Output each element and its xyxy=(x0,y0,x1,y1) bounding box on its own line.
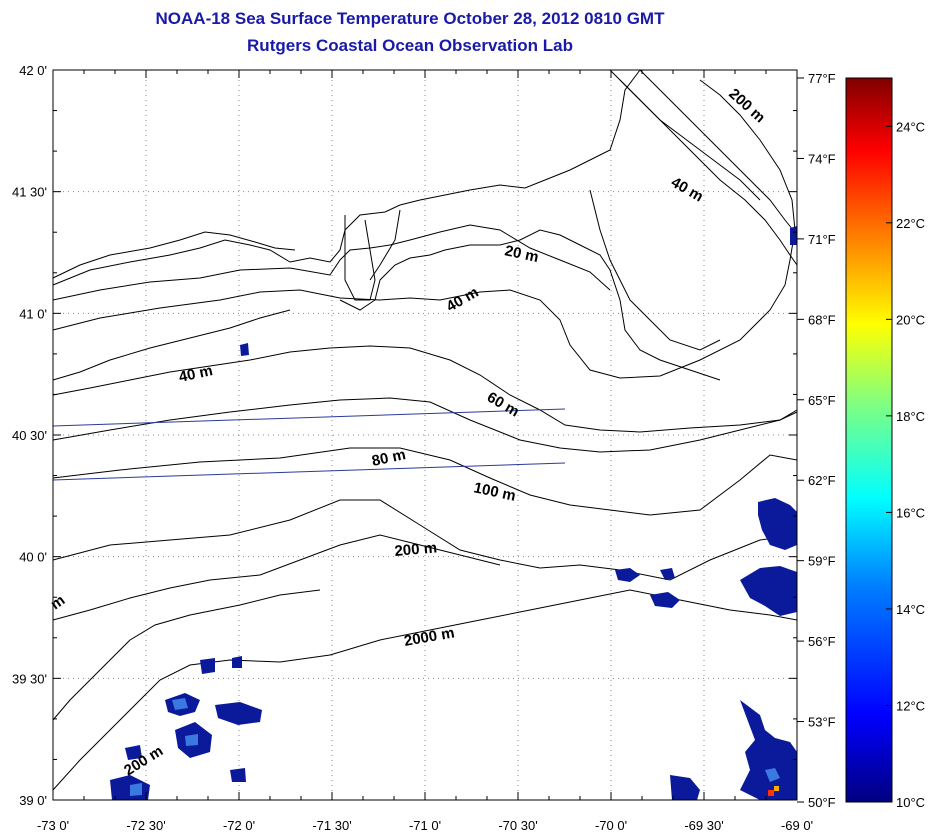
sst-patch-southwest-5 xyxy=(200,658,215,674)
sst-patch-south-1 xyxy=(670,775,700,800)
colorbar-f-label: 50°F xyxy=(808,795,836,810)
satellite-track-lines xyxy=(52,408,566,481)
coastline-islands xyxy=(339,229,721,381)
sst-patch-east-5 xyxy=(660,568,675,580)
longitude-labels: -73 0' -72 30' -72 0' -71 30' -71 0' -70 30' -… xyxy=(37,818,813,833)
sst-light-4 xyxy=(765,768,780,782)
sst-patch-north-east xyxy=(790,226,797,245)
latitude-tick-label: 39 30' xyxy=(12,671,47,686)
contour-200m-south xyxy=(52,534,501,621)
sst-patch-east-1 xyxy=(758,498,797,550)
contour-80m xyxy=(52,397,798,453)
longitude-tick-label: -71 0' xyxy=(409,818,441,833)
track-line-north xyxy=(52,408,566,427)
colorbar xyxy=(845,77,893,803)
buzzards-bay xyxy=(369,209,401,281)
colorbar-c-label: 10°C xyxy=(896,795,925,810)
sst-patch-east-2 xyxy=(740,566,797,616)
track-line-south xyxy=(52,462,566,481)
map-title: NOAA-18 Sea Surface Temperature October … xyxy=(155,9,665,28)
contour-40m-west xyxy=(52,309,291,381)
contour-label-80m: 80 m xyxy=(370,446,407,470)
contour-shelf-break xyxy=(52,589,321,721)
sst-patch-southwest-6 xyxy=(232,656,242,668)
sst-warm-pixel-1 xyxy=(768,790,774,796)
colorbar-f-label: 62°F xyxy=(808,473,836,488)
cape-cod-shelf xyxy=(589,189,721,351)
longitude-tick-label: -72 30' xyxy=(126,818,165,833)
contour-label-60m: 60 m xyxy=(484,389,522,421)
latitude-labels: 42 0' 41 30' 41 0' 40 30' 40 0' 39 30' 39 0' xyxy=(12,63,47,808)
longitude-tick-label: -70 30' xyxy=(498,818,537,833)
longitude-tick-label: -70 0' xyxy=(595,818,627,833)
sst-patch-east-4 xyxy=(650,592,680,608)
longitude-tick-label: -71 30' xyxy=(312,818,351,833)
sst-light-1 xyxy=(172,698,188,710)
contour-label-40m-west: 40 m xyxy=(177,362,214,386)
contour-label-m-west: m xyxy=(48,592,69,614)
colorbar-c-label: 20°C xyxy=(896,312,925,327)
coastline-sound xyxy=(52,231,296,279)
sst-data-patches xyxy=(110,226,797,800)
colorbar-c-label: 14°C xyxy=(896,602,925,617)
latitude-tick-label: 41 30' xyxy=(12,185,47,200)
contour-label-2000m: 2000 m xyxy=(403,624,456,650)
longitude-tick-label: -72 0' xyxy=(223,818,255,833)
contour-east-40m xyxy=(639,69,798,236)
contour-label-200m-ne: 200 m xyxy=(725,85,768,126)
sst-patch-southwest-3 xyxy=(215,702,262,725)
colorbar-f-label: 77°F xyxy=(808,71,836,86)
latitude-tick-label: 39 0' xyxy=(19,793,47,808)
colorbar-celsius-labels: 24°C 22°C 20°C 18°C 16°C 14°C 12°C 10°C xyxy=(886,119,925,810)
sst-patch-southeast xyxy=(740,700,797,800)
longitude-tick-label: -69 30' xyxy=(684,818,723,833)
sst-patch-southwest-8 xyxy=(230,768,246,782)
sst-data-warm xyxy=(768,786,779,796)
contour-label-group: 200 m 40 m 20 m 40 m 40 m 60 m 80 m 100 … xyxy=(48,85,769,779)
colorbar-c-label: 12°C xyxy=(896,698,925,713)
map-grid xyxy=(53,70,797,800)
bathymetry-contours xyxy=(52,69,798,791)
sst-light-3 xyxy=(130,783,142,796)
sst-light-2 xyxy=(185,734,198,746)
contour-east-inner xyxy=(619,79,761,201)
latitude-tick-label: 42 0' xyxy=(19,63,47,78)
sst-data-light xyxy=(130,698,780,796)
map-ticks xyxy=(52,69,798,801)
contour-40m-north xyxy=(52,79,796,379)
longitude-tick-label: -69 0' xyxy=(781,818,813,833)
narragansett-bay xyxy=(344,215,376,301)
contour-label-200m-center: 200 m xyxy=(394,539,438,560)
sst-warm-pixel-2 xyxy=(774,786,779,791)
latitude-tick-label: 40 30' xyxy=(12,428,47,443)
colorbar-c-label: 22°C xyxy=(896,216,925,231)
contour-200m xyxy=(52,499,798,581)
coastline-long-island xyxy=(52,69,641,286)
contour-60m xyxy=(52,345,798,433)
latitude-tick-label: 41 0' xyxy=(19,306,47,321)
contour-label-40m-center: 40 m xyxy=(444,284,482,316)
colorbar-c-label: 16°C xyxy=(896,505,925,520)
colorbar-f-label: 59°F xyxy=(808,554,836,569)
map-subtitle: Rutgers Coastal Ocean Observation Lab xyxy=(247,36,573,55)
longitude-tick-label: -73 0' xyxy=(37,818,69,833)
colorbar-f-label: 74°F xyxy=(808,151,836,166)
contour-100m xyxy=(52,447,798,516)
latitude-tick-label: 40 0' xyxy=(19,550,47,565)
colorbar-f-label: 68°F xyxy=(808,312,836,327)
sst-patch-northwest xyxy=(240,343,249,356)
colorbar-c-label: 18°C xyxy=(896,409,925,424)
contour-label-40m-ne: 40 m xyxy=(668,174,706,206)
contour-label-100m: 100 m xyxy=(472,479,517,504)
sst-patch-southwest-7 xyxy=(125,745,142,760)
contour-label-20m: 20 m xyxy=(503,242,540,266)
colorbar-c-label: 24°C xyxy=(896,119,925,134)
colorbar-fahrenheit-labels: 77°F 74°F 71°F 68°F 65°F 62°F 59°F 56°F 53°F 50°F xyxy=(797,71,836,810)
sst-patch-east-3 xyxy=(615,568,640,582)
colorbar-f-label: 53°F xyxy=(808,715,836,730)
colorbar-f-label: 56°F xyxy=(808,634,836,649)
colorbar-f-label: 71°F xyxy=(808,232,836,247)
colorbar-f-label: 65°F xyxy=(808,393,836,408)
